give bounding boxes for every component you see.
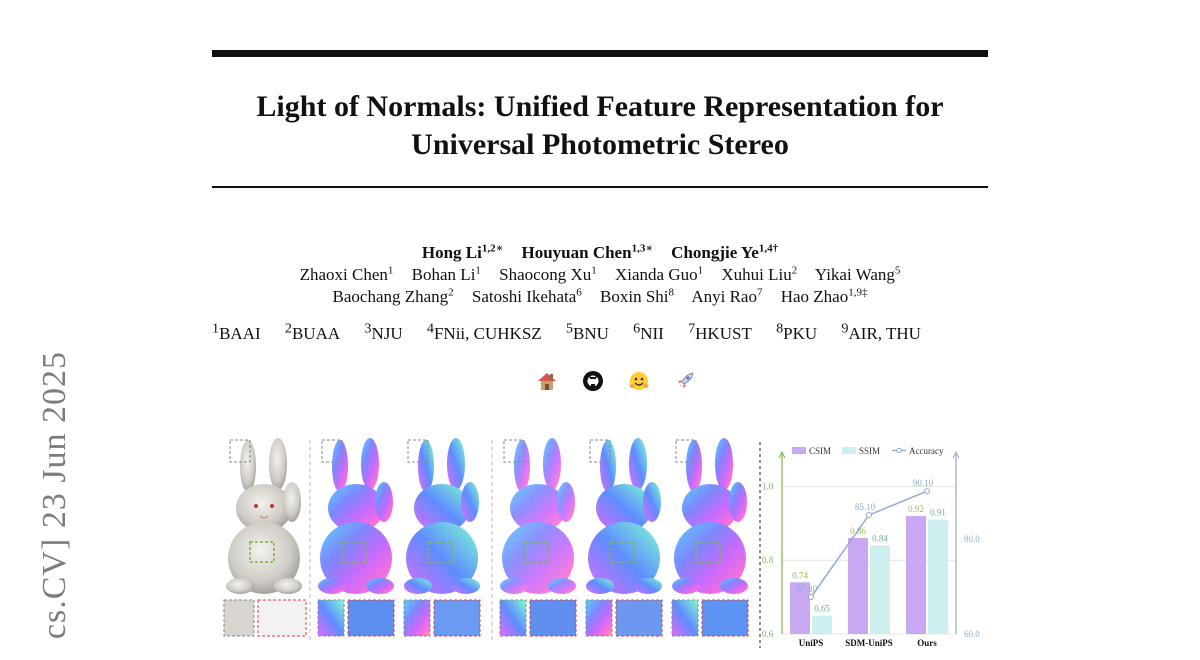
accuracy-value-label: 85.10 (855, 502, 876, 512)
bar-value-label: 0.92 (908, 504, 924, 514)
affiliation: 2BUAA (284, 320, 341, 343)
crop-row (223, 599, 749, 637)
accuracy-value-label: 67.80 (797, 584, 818, 594)
author: Anyi Rao7 (691, 286, 763, 306)
normal-map-panel (500, 438, 576, 594)
author: Zhaoxi Chen1 (299, 264, 394, 284)
bar-csim (790, 582, 810, 634)
author: Xuhui Liu2 (721, 264, 798, 284)
huggingface-icon[interactable] (628, 370, 650, 392)
accuracy-point (924, 488, 930, 495)
bar-value-label: 0.65 (814, 604, 830, 614)
affiliation: 7HKUST (688, 320, 752, 343)
input-rgb-panel (226, 438, 302, 594)
rocket-icon[interactable] (674, 370, 696, 392)
right-tick-label: 60.0 (964, 629, 980, 639)
left-tick-label: 1.0 (762, 481, 774, 491)
paper-title: Light of Normals: Unified Feature Repres… (212, 88, 988, 164)
github-icon[interactable] (582, 370, 604, 392)
left-tick-label: 0.8 (762, 555, 774, 565)
author: Boxin Shi8 (600, 286, 675, 306)
teaser-figure (222, 436, 762, 648)
accuracy-point (808, 594, 814, 601)
authors-line-2: Zhaoxi Chen1 Bohan Li1 Shaocong Xu1 Xian… (212, 264, 988, 286)
legend-label: SSIM (859, 446, 880, 456)
authors-line-1: Hong Li1,2∗ Houyuan Chen1,3∗ Chongjie Ye… (212, 242, 988, 264)
right-axis-arrow (952, 450, 960, 459)
authors-line-3: Baochang Zhang2 Satoshi Ikehata6 Boxin S… (212, 286, 988, 308)
right-tick-label: 80.0 (964, 534, 980, 544)
author: Yikai Wang5 (814, 264, 901, 284)
author: Xianda Guo1 (615, 264, 704, 284)
teaser-images (223, 438, 749, 640)
affiliation: 3NJU (364, 320, 403, 343)
normal-map-panel (672, 438, 748, 594)
top-rule (212, 50, 988, 57)
affiliation: 4FNii, CUHKSZ (426, 320, 542, 343)
accuracy-value-label: 90.10 (913, 478, 934, 488)
affiliations: 1BAAI 2BUAA 3NJU 4FNii, CUHKSZ 5BNU 6NII… (212, 320, 1024, 344)
affiliation: 1BAAI (212, 320, 261, 343)
legend-marker (896, 447, 902, 454)
author: Hong Li1,2∗ (421, 242, 504, 262)
bar-value-label: 0.91 (930, 508, 946, 518)
home-icon[interactable] (536, 370, 558, 392)
author: Satoshi Ikehata6 (471, 286, 582, 306)
normal-map-panel (404, 438, 480, 594)
title-line-1: Light of Normals: Unified Feature Repres… (256, 90, 944, 123)
metrics-chart: 0.6 0.8 1.0 60.0 80.0 0.74 0.65 UniPS 0.86 0.84 SD… (756, 438, 996, 648)
metrics-chart-svg: 0.60.81.060.080.00.740.65UniPS0.860.84SD… (759, 442, 980, 648)
author: Shaocong Xu1 (499, 264, 597, 284)
affiliation: 5BNU (565, 320, 609, 343)
author: Houyuan Chen1,3∗ (521, 242, 653, 262)
bar-ssim (928, 519, 948, 634)
affiliation: 6NII (633, 320, 664, 343)
bar-ssim (812, 615, 832, 634)
legend-swatch (792, 447, 806, 454)
affiliation: 9AIR, THU (841, 320, 921, 343)
category-label: SDM-UniPS (845, 638, 893, 648)
category-label: UniPS (799, 638, 824, 648)
title-rule (212, 186, 988, 188)
author: Chongjie Ye1,4† (671, 242, 779, 262)
arxiv-sidebar-stamp: cs.CV] 23 Jun 2025 (36, 350, 73, 640)
project-links (536, 370, 706, 392)
title-line-2: Universal Photometric Stereo (411, 128, 789, 161)
author: Baochang Zhang2 (332, 286, 454, 306)
left-tick-label: 0.6 (762, 629, 774, 639)
bar-csim (906, 515, 926, 634)
bar-ssim (870, 545, 890, 634)
normal-map-panel (318, 438, 394, 594)
legend-label: CSIM (809, 446, 831, 456)
category-label: Ours (917, 638, 937, 648)
normal-map-panel (586, 438, 662, 594)
accuracy-point (866, 511, 872, 518)
affiliation: 8PKU (776, 320, 818, 343)
bar-value-label: 0.84 (872, 533, 888, 543)
legend-label: Accuracy (909, 446, 944, 456)
author: Bohan Li1 (411, 264, 481, 284)
author: Hao Zhao1,9‡ (780, 286, 868, 306)
legend-swatch (842, 447, 856, 454)
bar-csim (848, 538, 868, 634)
left-axis-arrow (778, 450, 786, 459)
bar-value-label: 0.74 (792, 570, 808, 580)
